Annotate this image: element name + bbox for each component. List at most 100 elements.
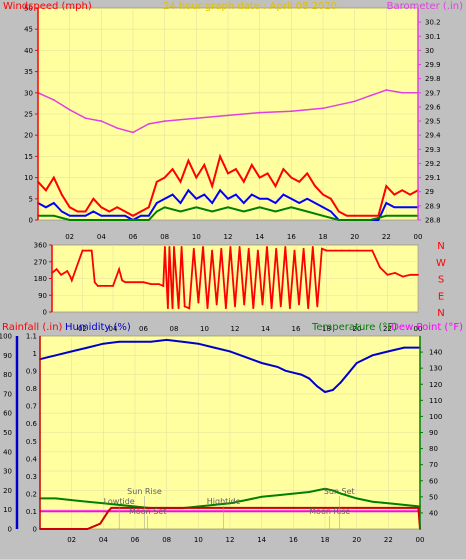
point-wind-direction: [356, 249, 358, 252]
compass-label: S: [438, 275, 444, 286]
barometer-tick-label: 29.1: [425, 174, 441, 182]
point-wind-avg: [306, 197, 309, 200]
x-tick-label: 14: [261, 325, 270, 333]
point-wind-direction: [348, 249, 351, 252]
point-wind-avg: [250, 193, 253, 196]
point-wind-direction: [247, 247, 250, 250]
x-tick-label: 16: [289, 536, 298, 544]
humidity-tick-label: 90: [3, 352, 12, 360]
temperature-tick-label: 90: [429, 429, 438, 437]
barometer-tick-label: 29.2: [425, 160, 441, 168]
rainfall-tick-label: 1.1: [26, 333, 37, 341]
point-wind-gust: [124, 210, 126, 213]
x-tick-label: 10: [200, 325, 209, 333]
x-tick-label: 04: [109, 325, 118, 333]
point-wind-direction: [293, 249, 296, 252]
point-wind-direction: [162, 285, 165, 287]
x-tick-label: 16: [292, 325, 301, 333]
point-rainfall: [107, 510, 109, 513]
point-wind-direction: [266, 245, 268, 248]
point-wind-gust: [337, 210, 340, 213]
point-wind-direction: [134, 281, 137, 284]
point-wind-min: [155, 210, 158, 213]
point-wind-gust: [92, 197, 95, 200]
point-wind-gust: [235, 168, 237, 171]
point-barometer: [401, 91, 404, 94]
windspeed-tick-label: 30: [24, 89, 33, 97]
x-tick-label: 12: [226, 536, 235, 544]
direction-tick-label: 180: [34, 275, 47, 283]
point-wind-gust: [314, 185, 316, 187]
point-wind-min: [179, 210, 182, 213]
point-wind-min: [306, 210, 309, 213]
point-wind-avg: [195, 197, 198, 200]
point-humidity: [165, 338, 168, 341]
barometer-tick-label: 30: [425, 47, 434, 55]
point-wind-avg: [84, 214, 87, 217]
point-humidity: [332, 389, 334, 391]
point-humidity: [355, 362, 358, 364]
point-wind-direction: [150, 283, 153, 285]
point-wind-avg: [68, 214, 71, 217]
point-wind-gust: [353, 214, 356, 217]
annotation-sun-set: Sun Set: [324, 487, 355, 496]
compass-label: N: [437, 308, 444, 319]
point-temperature: [316, 489, 318, 492]
point-humidity: [300, 373, 303, 376]
point-barometer: [195, 117, 198, 120]
point-wind-direction: [60, 273, 63, 276]
point-humidity: [244, 356, 247, 359]
point-temperature: [371, 500, 374, 503]
point-wind-direction: [417, 273, 419, 276]
point-temperature: [229, 502, 231, 505]
temperature-axis-label: Temperature (°F): [311, 322, 397, 333]
point-humidity: [260, 362, 263, 364]
point-humidity: [134, 340, 136, 343]
point-wind-direction: [378, 266, 381, 269]
point-wind-direction: [121, 279, 124, 282]
temperature-tick-label: 80: [429, 445, 438, 453]
point-wind-direction: [252, 307, 255, 310]
point-wind-min: [195, 206, 198, 209]
point-dew-point: [134, 510, 136, 513]
point-wind-avg: [242, 202, 245, 204]
point-wind-avg: [227, 197, 229, 200]
point-barometer: [147, 122, 150, 125]
point-barometer: [290, 110, 293, 113]
point-wind-min: [401, 214, 404, 217]
humidity-tick-label: 50: [3, 429, 12, 437]
x-tick-label: 18: [319, 233, 328, 241]
point-temperature: [213, 503, 216, 506]
point-wind-gust: [116, 206, 119, 209]
point-wind-direction: [70, 279, 73, 282]
point-dew-point: [355, 510, 358, 513]
barometer-tick-label: 30.1: [425, 33, 441, 41]
point-wind-direction: [371, 249, 374, 252]
x-tick-label: 02: [67, 536, 76, 544]
temperature-tick-label: 100: [429, 413, 442, 421]
x-tick-label: 22: [383, 325, 392, 333]
point-wind-direction: [284, 245, 287, 248]
point-wind-avg: [322, 206, 324, 209]
point-temperature: [332, 489, 334, 492]
point-wind-gust: [60, 193, 63, 196]
x-tick-label: 20: [350, 233, 359, 241]
point-wind-gust: [195, 176, 198, 179]
point-rainfall: [110, 507, 113, 509]
point-wind-direction: [124, 281, 127, 284]
point-rainfall: [70, 528, 73, 530]
rainfall-tick-label: 0.3: [26, 473, 37, 481]
point-wind-avg: [76, 214, 79, 217]
point-wind-direction: [81, 249, 84, 252]
point-wind-avg: [108, 214, 111, 217]
x-tick-label: 08: [170, 325, 179, 333]
point-wind-gust: [330, 197, 332, 200]
x-tick-label: 12: [231, 325, 240, 333]
point-humidity: [347, 371, 350, 374]
point-wind-direction: [298, 303, 300, 306]
x-tick-label: 16: [287, 233, 296, 241]
point-wind-avg: [290, 197, 293, 200]
barometer-axis-label: Barometer (.in): [387, 1, 463, 12]
point-humidity: [213, 346, 216, 349]
temperature-tick-label: 130: [429, 365, 442, 373]
